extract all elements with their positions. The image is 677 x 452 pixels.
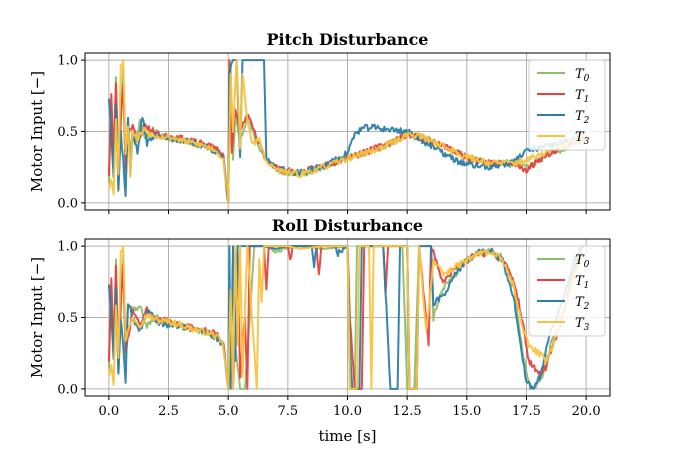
legend-label-t0: T0 [575,67,590,84]
series-line-t3 [107,59,587,204]
x-tick-label: 15.0 [452,404,481,419]
y-tick-label: 0.0 [57,196,78,211]
pitch-disturbance-panel: 0.0 0.5 1.0 Pitch Disturbance Motor Input [−… [28,30,611,214]
legend-label-t3: T3 [575,130,590,147]
legend: T0 T1 T2 T3 [528,245,606,337]
x-tick-label: 20.0 [572,404,601,419]
legend-box [528,245,606,337]
y-tick-label: 0.5 [57,125,78,140]
y-tick-label: 1.0 [57,54,78,69]
x-tick-label: 10.0 [333,404,362,419]
y-tick-label: 1.0 [57,240,78,255]
panel-title: Roll Disturbance [272,216,423,235]
x-axis-label: time [s] [318,427,376,445]
roll-disturbance-panel: 0.0 2.5 5.0 7.5 10.0 12.5 15.0 17.5 20.0 0.0 0.5 1.… [28,216,611,445]
legend-label-t3: T3 [575,316,590,333]
legend-label-t1: T1 [575,88,589,105]
y-axis-label: Motor Input [−] [28,257,46,378]
x-tick-label: 2.5 [158,404,179,419]
x-tick-label: 7.5 [277,404,298,419]
x-tick-label: 0.0 [99,404,120,419]
legend-label-t0: T0 [575,253,590,270]
x-tick-label: 12.5 [393,404,422,419]
series-line-t3 [107,245,585,390]
legend-label-t2: T2 [575,109,590,126]
legend-label-t2: T2 [575,295,590,312]
series-group [107,59,588,204]
x-tick-label: 17.5 [512,404,541,419]
legend-box [528,59,606,151]
legend: T0 T1 T2 T3 [528,59,606,151]
panel-title: Pitch Disturbance [267,30,429,49]
y-axis-label: Motor Input [−] [28,71,46,192]
legend-label-t1: T1 [575,274,589,291]
series-group [107,245,585,390]
y-tick-label: 0.0 [57,382,78,397]
x-tick-label: 5.0 [218,404,239,419]
y-tick-label: 0.5 [57,311,78,326]
